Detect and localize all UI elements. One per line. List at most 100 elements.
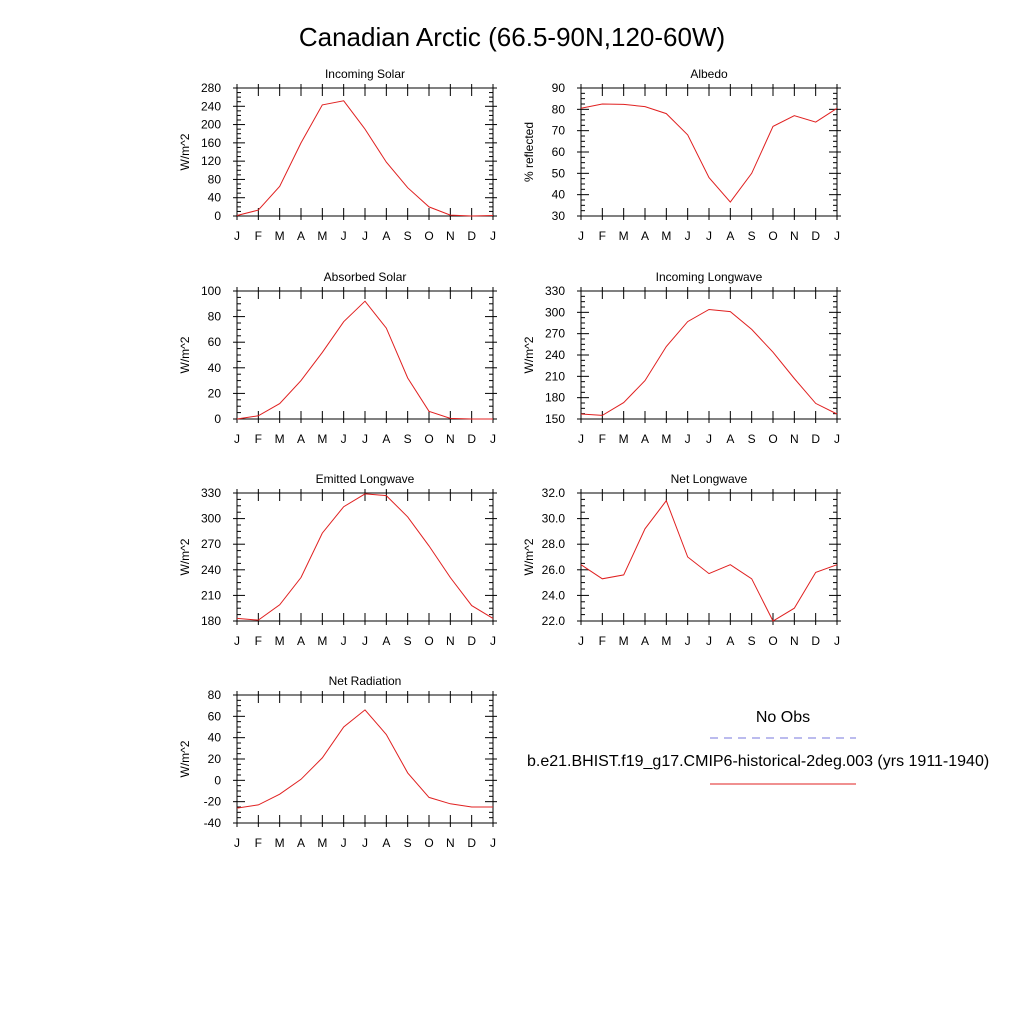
x-tick-label: J xyxy=(341,432,347,446)
x-tick-label: J xyxy=(490,229,496,243)
x-tick-label: M xyxy=(275,432,285,446)
y-tick-label: 0 xyxy=(214,412,221,426)
x-tick-label: J xyxy=(341,634,347,648)
x-tick-label: J xyxy=(362,634,368,648)
y-tick-label: 70 xyxy=(552,124,566,138)
x-tick-label: M xyxy=(661,229,671,243)
y-tick-label: 50 xyxy=(552,166,566,180)
x-tick-label: A xyxy=(726,432,734,446)
y-tick-label: 330 xyxy=(545,284,565,298)
x-tick-label: A xyxy=(297,432,305,446)
chart-title: Incoming Solar xyxy=(325,67,405,81)
y-tick-label: 40 xyxy=(208,191,222,205)
x-tick-label: M xyxy=(275,634,285,648)
y-tick-label: 200 xyxy=(201,118,221,132)
x-tick-label: D xyxy=(467,836,476,850)
y-tick-label: 22.0 xyxy=(542,614,566,628)
y-tick-label: 60 xyxy=(552,145,566,159)
series-line xyxy=(236,493,494,621)
series-line xyxy=(236,709,493,809)
legend-obs-label: No Obs xyxy=(756,709,810,726)
y-tick-label: 280 xyxy=(201,81,221,95)
x-tick-label: A xyxy=(382,229,390,243)
x-tick-label: J xyxy=(834,229,840,243)
y-tick-label: 20 xyxy=(208,752,222,766)
x-tick-label: O xyxy=(424,634,433,648)
x-tick-label: A xyxy=(641,432,649,446)
y-tick-label: 240 xyxy=(545,348,565,362)
y-tick-label: 80 xyxy=(208,172,222,186)
y-tick-label: 210 xyxy=(201,588,221,602)
y-tick-label: 60 xyxy=(208,709,222,723)
y-tick-label: 100 xyxy=(201,284,221,298)
x-tick-label: N xyxy=(446,836,455,850)
x-tick-label: O xyxy=(424,836,433,850)
plot-frame xyxy=(236,87,494,217)
plot-frame xyxy=(236,694,494,824)
series-line xyxy=(580,499,838,622)
x-tick-label: D xyxy=(467,634,476,648)
page-title: Canadian Arctic (66.5-90N,120-60W) xyxy=(299,22,725,52)
x-tick-label: J xyxy=(362,229,368,243)
y-axis-label: W/m^2 xyxy=(178,740,192,777)
x-tick-label: S xyxy=(404,229,412,243)
x-tick-label: A xyxy=(297,836,305,850)
x-tick-label: J xyxy=(706,432,712,446)
x-tick-label: A xyxy=(726,634,734,648)
x-tick-label: F xyxy=(599,432,606,446)
x-tick-label: F xyxy=(599,229,606,243)
x-tick-label: S xyxy=(404,836,412,850)
chart-title: Emitted Longwave xyxy=(316,472,415,486)
plot-frame xyxy=(236,492,494,622)
plot-frame xyxy=(236,290,494,420)
y-tick-label: 26.0 xyxy=(542,563,566,577)
x-tick-label: F xyxy=(255,836,262,850)
x-tick-label: M xyxy=(317,836,327,850)
x-tick-label: J xyxy=(490,836,496,850)
y-tick-label: 160 xyxy=(201,136,221,150)
x-tick-label: O xyxy=(768,634,777,648)
x-tick-label: J xyxy=(341,836,347,850)
x-tick-label: J xyxy=(362,432,368,446)
x-tick-label: M xyxy=(317,634,327,648)
y-tick-label: -40 xyxy=(204,816,222,830)
y-axis-label: W/m^2 xyxy=(178,336,192,373)
x-tick-label: D xyxy=(467,432,476,446)
y-tick-label: 270 xyxy=(545,327,565,341)
legend: No Obs b.e21.BHIST.f19_g17.CMIP6-histori… xyxy=(527,709,989,785)
x-tick-label: F xyxy=(255,229,262,243)
y-tick-label: 40 xyxy=(552,188,566,202)
x-tick-label: M xyxy=(619,432,629,446)
x-tick-label: A xyxy=(382,432,390,446)
x-tick-label: J xyxy=(362,836,368,850)
y-tick-label: 210 xyxy=(545,369,565,383)
y-tick-label: 40 xyxy=(208,361,222,375)
x-tick-label: S xyxy=(404,634,412,648)
y-tick-label: 20 xyxy=(208,386,222,400)
x-tick-label: J xyxy=(706,229,712,243)
plot-frame xyxy=(580,87,838,217)
y-tick-label: 180 xyxy=(545,391,565,405)
y-axis-label: W/m^2 xyxy=(522,538,536,575)
x-tick-label: J xyxy=(234,634,240,648)
series-line xyxy=(580,103,838,203)
y-tick-label: -20 xyxy=(204,795,222,809)
x-tick-label: F xyxy=(599,634,606,648)
y-tick-label: 40 xyxy=(208,731,222,745)
x-tick-label: A xyxy=(641,229,649,243)
x-tick-label: F xyxy=(255,432,262,446)
x-tick-label: N xyxy=(446,432,455,446)
x-tick-label: M xyxy=(317,229,327,243)
y-tick-label: 120 xyxy=(201,154,221,168)
series-line xyxy=(236,300,493,420)
x-tick-label: M xyxy=(317,432,327,446)
x-tick-label: A xyxy=(726,229,734,243)
x-tick-label: S xyxy=(748,432,756,446)
x-tick-label: A xyxy=(382,634,390,648)
series-line xyxy=(236,100,494,217)
x-tick-label: N xyxy=(790,229,799,243)
y-tick-label: 0 xyxy=(214,773,221,787)
x-tick-label: J xyxy=(578,634,584,648)
